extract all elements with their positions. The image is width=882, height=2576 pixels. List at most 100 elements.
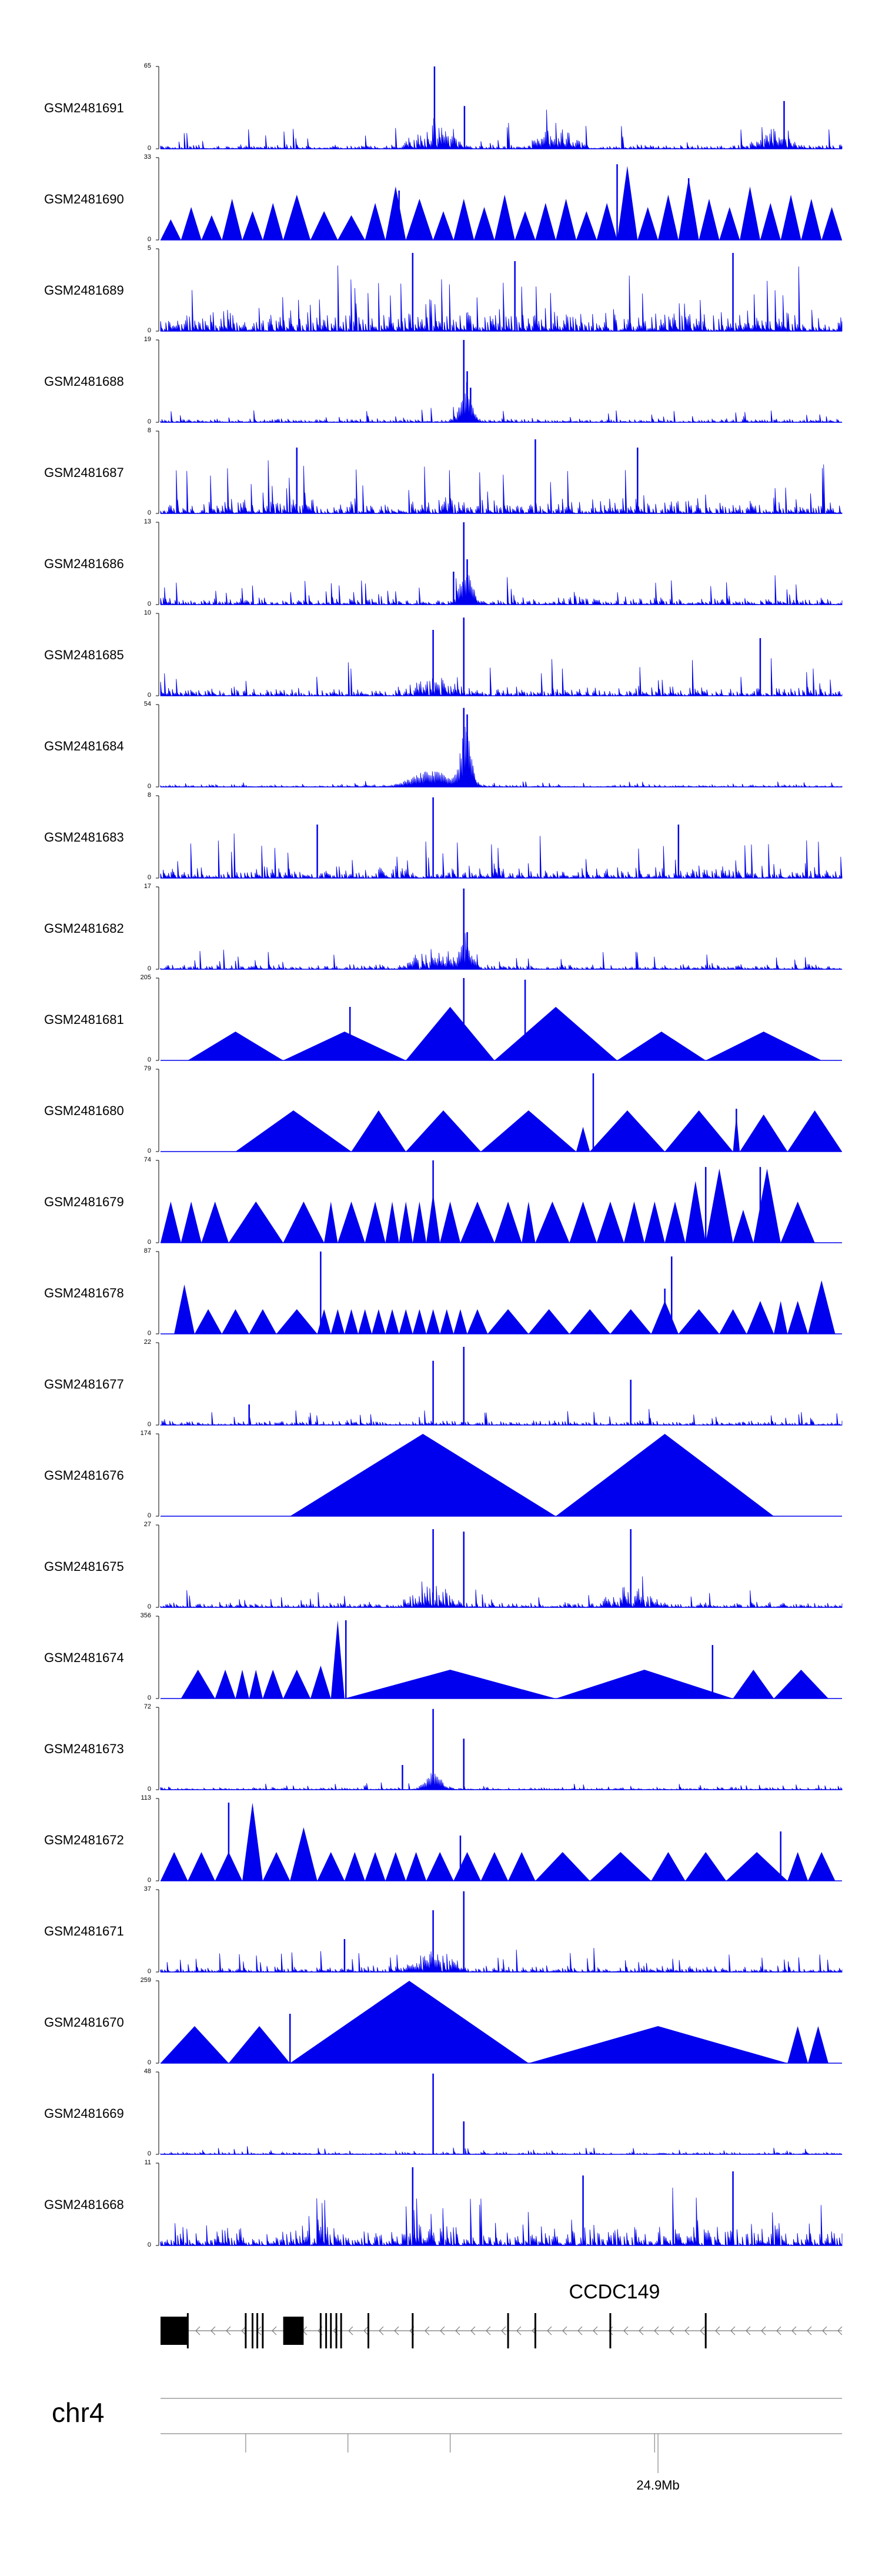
coverage-triangle (474, 207, 495, 240)
coverage-triangle (590, 1852, 652, 1881)
y-axis-max-label: 10 (144, 609, 151, 616)
track-label: GSM2481687 (44, 465, 124, 480)
y-axis-min-label: 0 (148, 1239, 151, 1246)
coverage-triangle (453, 1309, 467, 1334)
coverage-triangle (624, 1202, 644, 1243)
coverage-triangle (685, 1852, 726, 1881)
coverage-triangle (344, 1309, 359, 1334)
track-GSM2481670: GSM2481670 259 0 (44, 1977, 842, 2066)
y-axis-min-label: 0 (148, 1877, 151, 1884)
coverage-triangle (740, 1115, 788, 1152)
coverage-triangle (719, 1309, 747, 1334)
coverage-triangle (590, 1110, 665, 1152)
coverage-triangle (276, 1309, 318, 1334)
coverage-triangle (780, 1202, 815, 1243)
gene-exon-thin (335, 2313, 338, 2348)
coverage-area (160, 833, 843, 879)
coverage-triangle (351, 1110, 406, 1152)
coverage-triangle (181, 1202, 202, 1243)
coverage-triangle (181, 207, 202, 240)
track-label: GSM2481684 (44, 739, 124, 753)
coverage-triangle (262, 1670, 283, 1699)
y-axis-min-label: 0 (148, 2150, 151, 2157)
coverage-triangle (808, 1852, 836, 1881)
coverage-triangle (222, 1309, 249, 1334)
coverage-triangle (480, 1110, 576, 1152)
coverage-area (160, 2146, 843, 2155)
coverage-triangle (235, 1670, 249, 1699)
strand-arrow-icon (807, 2326, 812, 2335)
track-label: GSM2481685 (44, 648, 124, 662)
coverage-triangle (576, 211, 597, 240)
coverage-triangle (181, 1670, 215, 1699)
y-axis-max-label: 13 (144, 518, 151, 525)
gene-exon-thin (534, 2313, 536, 2348)
track-GSM2481674: GSM2481674 356 0 (44, 1612, 842, 1701)
coverage-triangle (617, 166, 638, 240)
track-label: GSM2481682 (44, 921, 124, 936)
strand-arrow-icon (195, 2326, 201, 2335)
coverage-triangle (467, 1309, 488, 1334)
strand-arrow-icon (363, 2326, 369, 2335)
gene-exon-thin (507, 2313, 509, 2348)
track-label: GSM2481691 (44, 101, 124, 115)
track-GSM2481681: GSM2481681 205 0 (44, 974, 842, 1063)
coverage-triangle (440, 1202, 460, 1243)
coverage-triangle (787, 2026, 808, 2063)
coverage-triangle (610, 1309, 652, 1334)
track-label: GSM2481668 (44, 2197, 124, 2212)
coverage-triangle (338, 215, 365, 240)
y-axis-min-label: 0 (148, 1330, 151, 1337)
coverage-triangle (242, 211, 263, 240)
y-axis-max-label: 8 (148, 792, 151, 799)
coverage-triangle (440, 1309, 454, 1334)
coverage-triangle (344, 1670, 556, 1699)
gene-exon-thin (367, 2313, 369, 2348)
coverage-triangle (283, 1202, 325, 1243)
gene-exon-thin (704, 2313, 707, 2348)
track-GSM2481683: GSM2481683 8 0 (44, 792, 843, 881)
y-axis-max-label: 174 (141, 1430, 151, 1437)
coverage-triangle (283, 1032, 406, 1060)
track-label: GSM2481679 (44, 1194, 124, 1209)
y-axis-max-label: 205 (141, 974, 151, 981)
track-label: GSM2481676 (44, 1468, 124, 1483)
y-axis-max-label: 113 (141, 1794, 151, 1801)
coverage-triangle (385, 186, 406, 240)
coverage-triangle (494, 1202, 522, 1243)
strand-arrow-icon (654, 2326, 659, 2335)
track-GSM2481688: GSM2481688 19 0 (44, 336, 843, 425)
coverage-triangle (262, 1852, 290, 1881)
strand-arrow-icon (791, 2326, 797, 2335)
strand-arrow-icon (440, 2326, 445, 2335)
y-axis-max-label: 11 (145, 2159, 151, 2166)
coverage-triangle (412, 1202, 427, 1243)
coverage-triangle (487, 1309, 529, 1334)
coverage-triangle (365, 1202, 386, 1243)
coverage-triangle (365, 1852, 386, 1881)
track-label: GSM2481686 (44, 556, 124, 571)
y-axis-min-label: 0 (148, 509, 151, 516)
y-axis-min-label: 0 (148, 1421, 151, 1428)
coverage-triangle (699, 199, 720, 240)
gene-exon-thin (251, 2313, 253, 2348)
coverage-triangle (188, 1852, 215, 1881)
coverage-triangle (406, 199, 433, 240)
y-axis-min-label: 0 (148, 874, 151, 881)
coverage-triangle (310, 1666, 331, 1699)
strand-arrow-icon (577, 2326, 583, 2335)
y-axis-min-label: 0 (148, 1147, 151, 1154)
coverage-triangle (576, 1127, 590, 1152)
y-axis-max-label: 65 (144, 62, 151, 69)
coverage-triangle (365, 203, 386, 240)
coverage-triangle (719, 207, 740, 240)
y-axis-min-label: 0 (148, 1512, 151, 1519)
track-label: GSM2481681 (44, 1012, 124, 1027)
strand-arrow-icon (486, 2326, 491, 2335)
strand-arrow-icon (272, 2326, 277, 2335)
track-GSM2481691: GSM2481691 65 0 (44, 62, 843, 152)
coverage-triangle (228, 2026, 290, 2063)
track-label: GSM2481677 (44, 1377, 124, 1392)
coverage-triangle (556, 1670, 733, 1699)
